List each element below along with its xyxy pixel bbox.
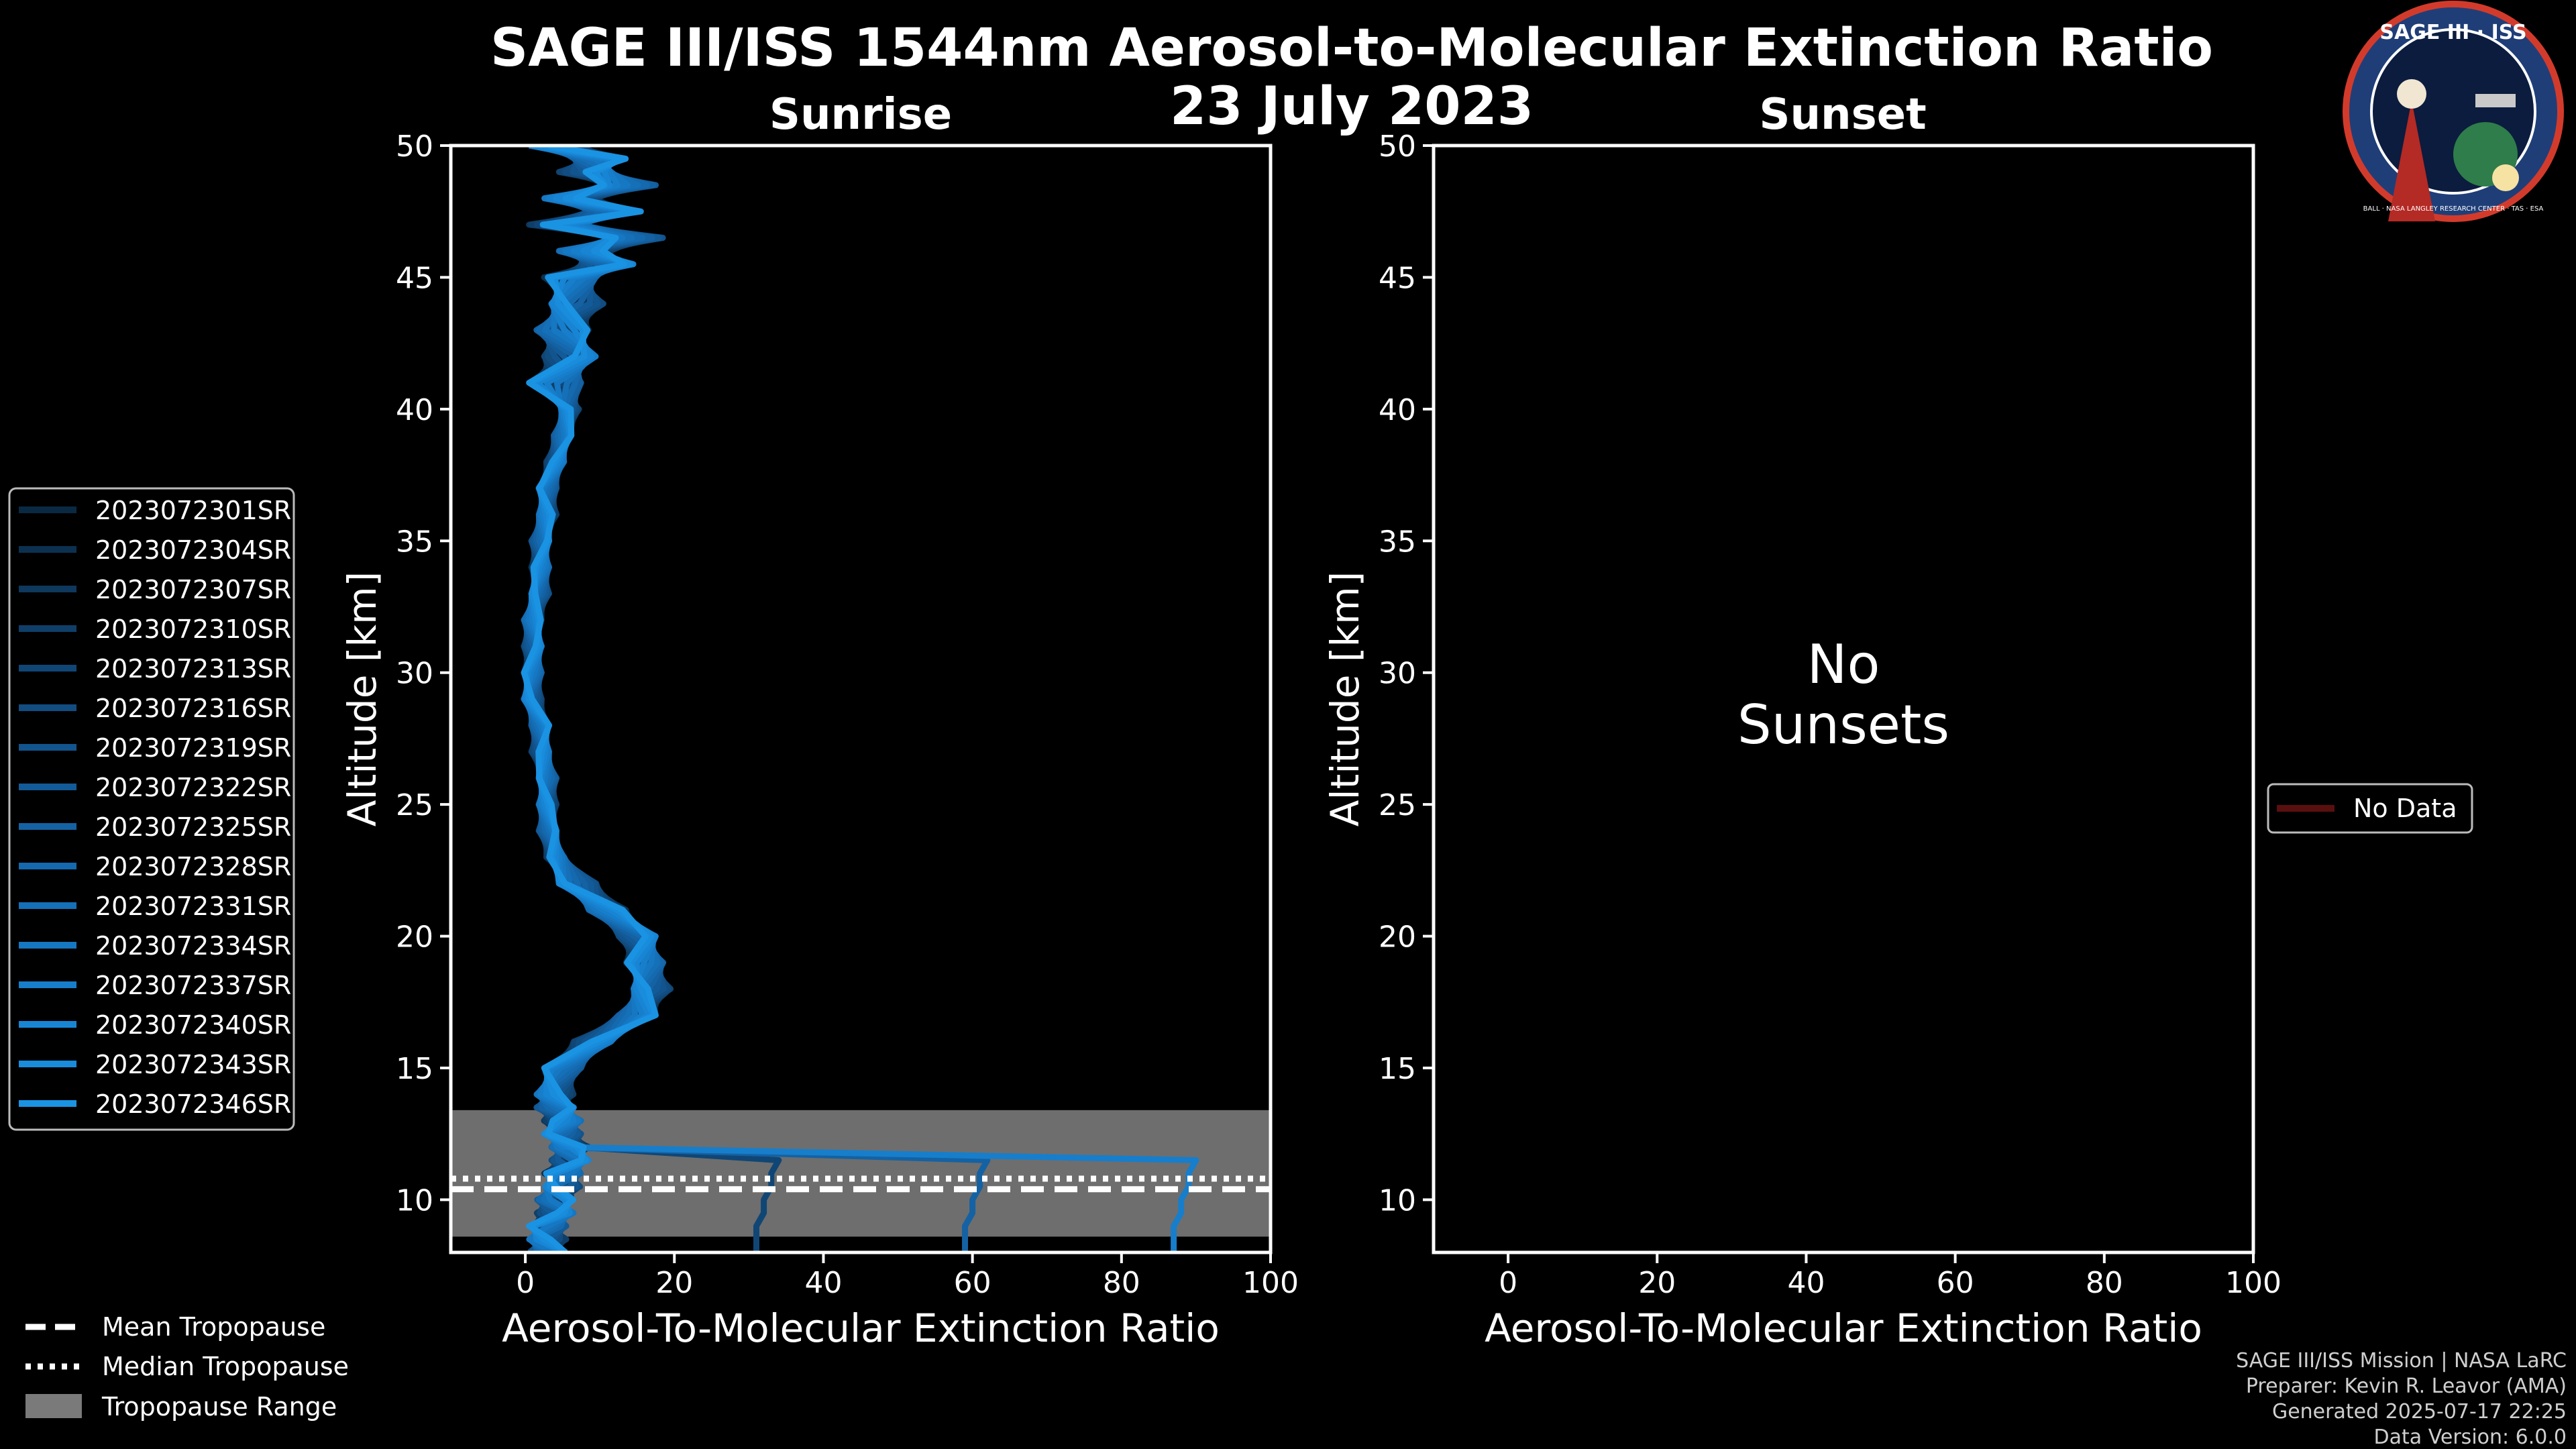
legend-label-2023072301SR: 2023072301SR	[95, 496, 291, 525]
sunrise-x-tick-label: 0	[516, 1266, 535, 1300]
legend-label-2023072328SR: 2023072328SR	[95, 852, 291, 881]
sunset-x-tick-label: 0	[1499, 1266, 1517, 1300]
legend-label-2023072307SR: 2023072307SR	[95, 575, 291, 604]
sunrise-x-axis-label: Aerosol-To-Molecular Extinction Ratio	[502, 1305, 1220, 1351]
sunset-legend: No Data	[2267, 783, 2473, 834]
mean-tropopause-label: Mean Tropopause	[102, 1312, 325, 1342]
sunset-y-tick-label: 50	[1379, 129, 1416, 164]
legend-label-2023072310SR: 2023072310SR	[95, 614, 291, 644]
sunrise-chart: 0 20 40 60 80 100 10 15 20 25 30 35 40 45 50 Aerosol-…	[339, 129, 1299, 1351]
sunset-x-tick-label: 100	[2225, 1266, 2282, 1300]
legend-label-2023072340SR: 2023072340SR	[95, 1010, 291, 1040]
sunrise-x-ticks: 0 20 40 60 80 100	[516, 1252, 1299, 1300]
astronomer-figure-icon	[2388, 101, 2435, 221]
sunrise-x-tick-label: 60	[954, 1266, 991, 1300]
legend-label-2023072337SR: 2023072337SR	[95, 971, 291, 1000]
sunrise-y-tick-label: 45	[396, 261, 433, 295]
sunrise-y-tick-label: 25	[396, 788, 433, 822]
sunset-chart: 0 20 40 60 80 100 10 15 20 25 30 35 40 45 50 Aerosol-…	[1322, 129, 2282, 1351]
sunrise-profile-lines	[521, 146, 1199, 1252]
sunrise-y-ticks: 10 15 20 25 30 35 40 45 50	[396, 129, 451, 1218]
no-data-legend-label: No Data	[2353, 794, 2457, 823]
sunset-x-ticks: 0 20 40 60 80 100	[1499, 1252, 2282, 1300]
sunset-y-tick-label: 35	[1379, 525, 1416, 559]
sunset-y-ticks: 10 15 20 25 30 35 40 45 50	[1379, 129, 1434, 1218]
logo-ring-text: BALL · NASA LANGLEY RESEARCH CENTER · TA…	[2363, 205, 2544, 213]
sunset-y-tick-label: 20	[1379, 920, 1416, 955]
sunset-y-tick-label: 30	[1379, 657, 1416, 691]
sunrise-x-tick-label: 20	[655, 1266, 693, 1300]
sunset-x-tick-label: 40	[1787, 1266, 1825, 1300]
sunset-y-tick-label: 25	[1379, 788, 1416, 822]
tropopause-range-band	[451, 1110, 1271, 1237]
sunset-y-tick-label: 10	[1379, 1183, 1416, 1218]
sunrise-y-tick-label: 35	[396, 525, 433, 559]
sunset-panel-title: Sunset	[1759, 90, 1926, 140]
sunrise-x-tick-label: 80	[1103, 1266, 1140, 1300]
sunset-y-tick-label: 40	[1379, 393, 1416, 427]
sunrise-x-tick-label: 40	[804, 1266, 842, 1300]
legend-label-2023072325SR: 2023072325SR	[95, 812, 291, 842]
sunrise-y-tick-label: 15	[396, 1052, 433, 1086]
no-sunsets-annotation-line2: Sunsets	[1737, 694, 1949, 756]
sunrise-y-tick-label: 30	[396, 657, 433, 691]
tropopause-range-label: Tropopause Range	[101, 1392, 337, 1421]
legend-label-2023072313SR: 2023072313SR	[95, 654, 291, 684]
footer-preparer: Preparer: Kevin R. Leavor (AMA)	[2246, 1375, 2567, 1398]
legend-label-2023072322SR: 2023072322SR	[95, 773, 291, 802]
legend-label-2023072343SR: 2023072343SR	[95, 1050, 291, 1079]
sunrise-panel-title: Sunrise	[769, 90, 952, 140]
sun-icon	[2492, 164, 2519, 191]
figure-title: SAGE III/ISS 1544nm Aerosol-to-Molecular…	[490, 18, 2213, 78]
sunrise-x-tick-label: 100	[1242, 1266, 1299, 1300]
sunrise-y-axis-label: Altitude [km]	[339, 572, 385, 826]
legend-label-2023072346SR: 2023072346SR	[95, 1089, 291, 1119]
sunrise-y-tick-label: 50	[396, 129, 433, 164]
legend-label-2023072304SR: 2023072304SR	[95, 535, 291, 565]
legend-label-2023072319SR: 2023072319SR	[95, 733, 291, 763]
series-legend: 2023072301SR 2023072304SR 2023072307SR 2023…	[8, 487, 295, 1131]
sunset-y-tick-label: 45	[1379, 261, 1416, 295]
footer-data-version: Data Version: 6.0.0	[2374, 1426, 2567, 1449]
sunset-x-tick-label: 80	[2086, 1266, 2123, 1300]
profile-line-2023072346SR	[521, 146, 659, 1252]
sunrise-y-tick-label: 10	[396, 1183, 433, 1218]
iss-icon	[2475, 94, 2516, 107]
sunrise-y-tick-label: 20	[396, 920, 433, 955]
tropopause-legend: Mean Tropopause Median Tropopause Tropop…	[25, 1312, 349, 1421]
sunset-x-tick-label: 60	[1937, 1266, 1974, 1300]
median-tropopause-label: Median Tropopause	[102, 1352, 349, 1381]
footer-generated: Generated 2025-07-17 22:25	[2272, 1400, 2567, 1424]
sunset-x-tick-label: 20	[1638, 1266, 1676, 1300]
sunrise-plot-frame	[449, 144, 1273, 1254]
logo-top-text: SAGE III · ISS	[2379, 21, 2526, 44]
sunset-y-axis-label: Altitude [km]	[1322, 572, 1368, 826]
tropopause-range-swatch	[25, 1394, 82, 1418]
legend-label-2023072316SR: 2023072316SR	[95, 694, 291, 723]
legend-label-2023072331SR: 2023072331SR	[95, 892, 291, 921]
footer-mission: SAGE III/ISS Mission | NASA LaRC	[2236, 1349, 2567, 1373]
figure-date: 23 July 2023	[1170, 76, 1534, 137]
sunset-x-axis-label: Aerosol-To-Molecular Extinction Ratio	[1485, 1305, 2202, 1351]
sunset-plot-area	[1432, 144, 2255, 1254]
footer: SAGE III/ISS Mission | NASA LaRC Prepare…	[2236, 1349, 2567, 1449]
sunset-y-tick-label: 15	[1379, 1052, 1416, 1086]
series-legend-frame	[8, 487, 295, 1131]
sage-iii-iss-logo: SAGE III · ISS BALL · NASA LANGLEY RESEA…	[2343, 1, 2564, 222]
legend-label-2023072334SR: 2023072334SR	[95, 931, 291, 961]
sunset-legend-frame	[2267, 783, 2473, 834]
no-sunsets-annotation-line1: No	[1807, 633, 1880, 696]
sunrise-y-tick-label: 40	[396, 393, 433, 427]
